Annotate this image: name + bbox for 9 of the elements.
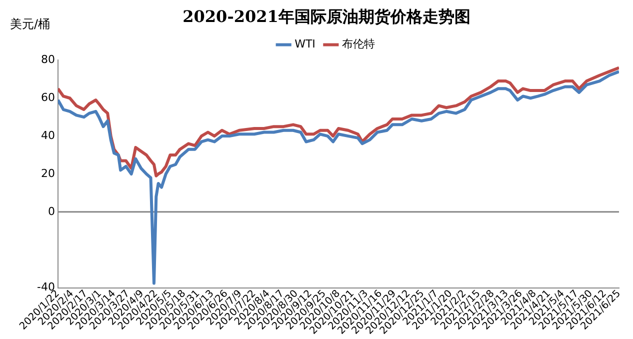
y-tick-label: 60 [40, 90, 55, 104]
y-tick-label: 20 [40, 166, 55, 180]
y-tick-label: 0 [48, 204, 55, 218]
legend-label: 布伦特 [342, 38, 375, 51]
chart-title: 2020-2021年国际原油期货价格走势图 [182, 6, 470, 26]
y-tick-label: 80 [40, 53, 55, 66]
legend-label: WTI [294, 38, 316, 51]
y-axis-title: 美元/桶 [10, 16, 50, 33]
y-tick-label: 40 [40, 128, 55, 142]
